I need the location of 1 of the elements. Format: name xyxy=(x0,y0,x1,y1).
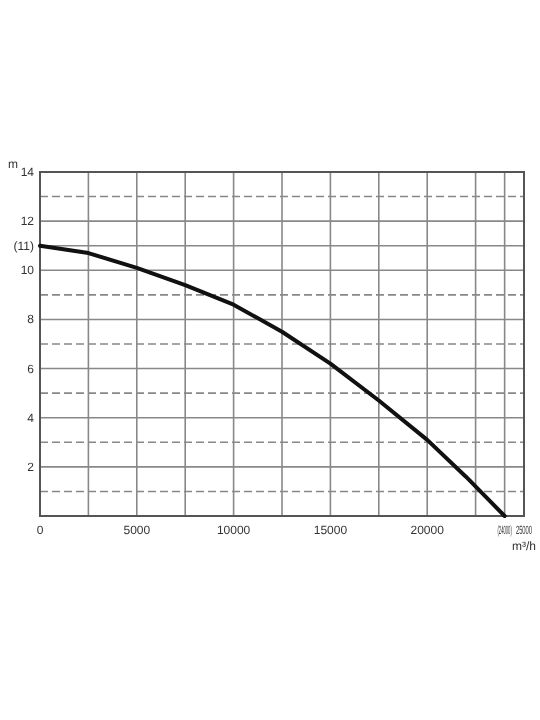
line-series xyxy=(38,243,507,518)
